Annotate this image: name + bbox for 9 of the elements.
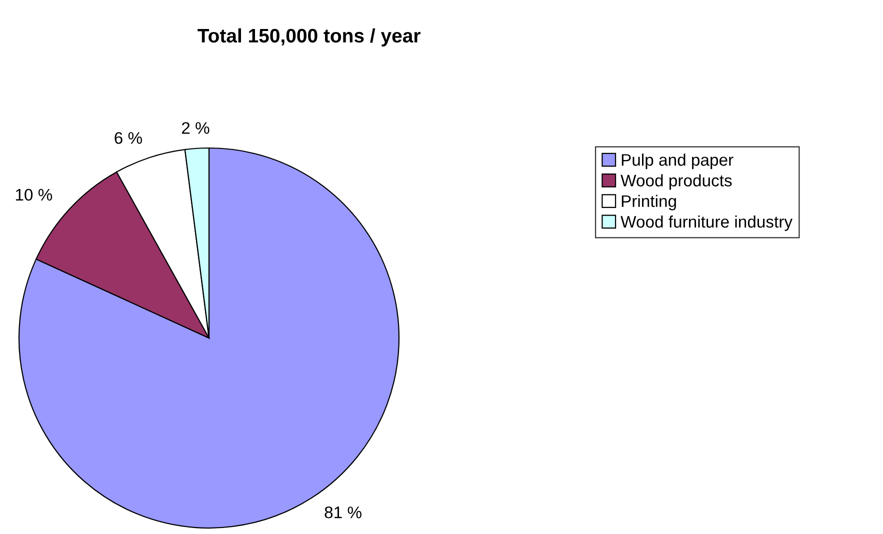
data-label: 6 %: [114, 132, 142, 144]
data-label: 81 %: [324, 506, 362, 518]
chart-title: Total 150,000 tons / year: [198, 28, 420, 46]
legend-label: Pulp and paper: [622, 154, 734, 170]
data-label: 10 %: [16, 188, 52, 201]
legend-label: Wood furniture industry: [620, 215, 793, 231]
legend-label: Printing: [622, 194, 676, 210]
legend-label: Wood products: [620, 174, 732, 190]
data-label: 2 %: [182, 122, 210, 134]
